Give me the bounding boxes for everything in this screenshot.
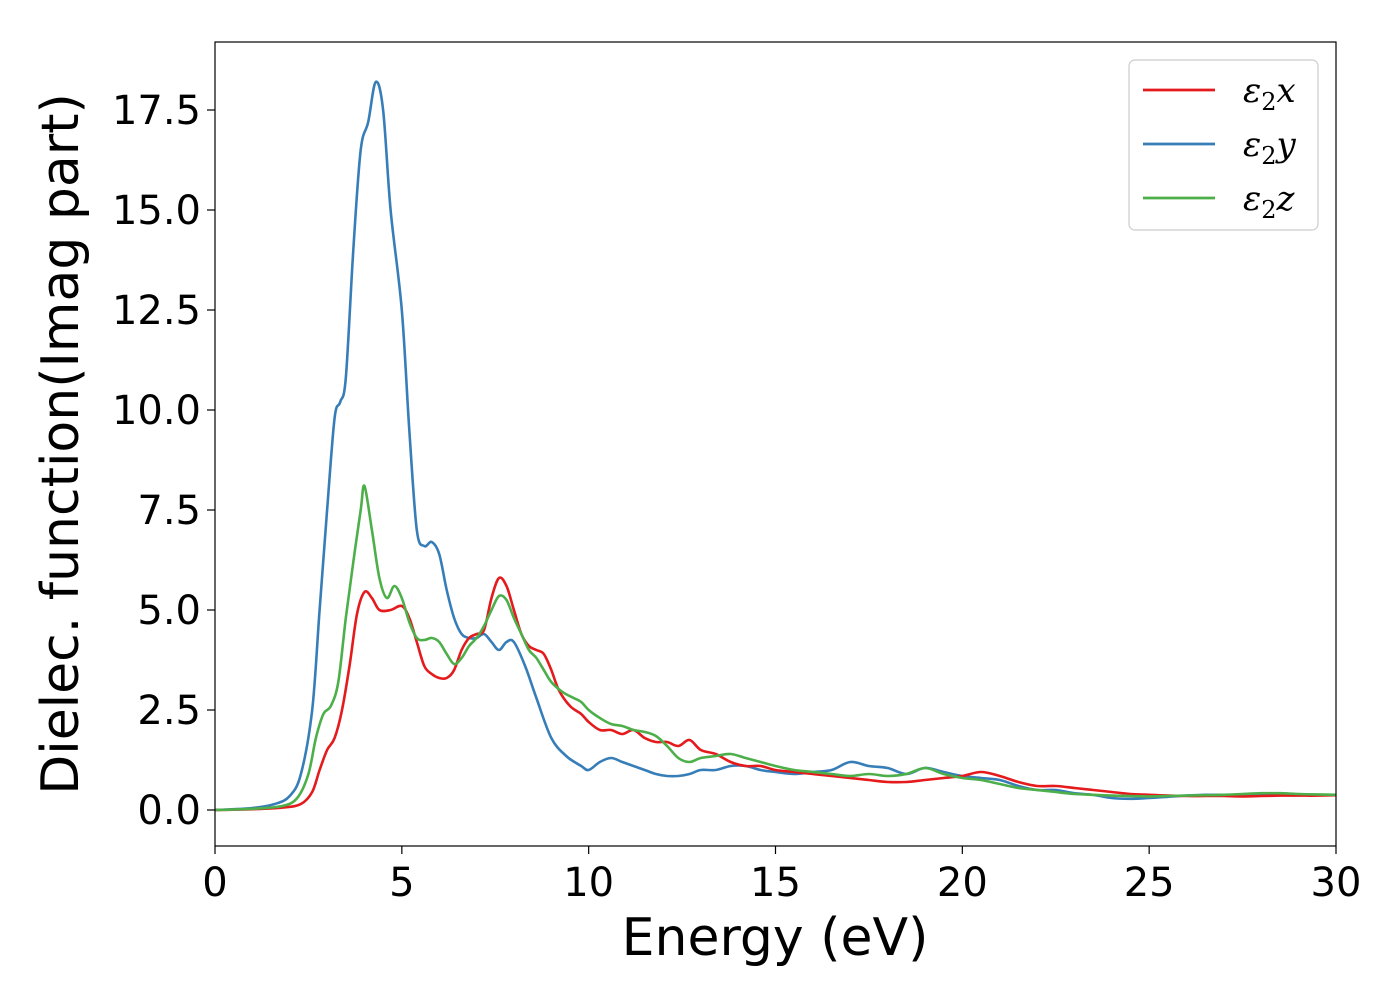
series-line-x	[215, 576, 1336, 812]
legend-box	[1128, 59, 1319, 231]
x-tick-label: 0	[202, 860, 227, 906]
x-tick-label: 15	[750, 860, 801, 906]
x-tick-label: 10	[563, 860, 614, 906]
y-tick-label: 2.5	[137, 688, 201, 734]
legend-label-z: ε2z	[1243, 179, 1296, 224]
x-tick-label: 5	[389, 860, 414, 906]
y-tick-label: 10.0	[112, 388, 201, 434]
legend: ε2x ε2y ε2z	[1128, 59, 1319, 231]
x-tick-label: 20	[937, 860, 988, 906]
y-tick-label: 7.5	[137, 488, 201, 534]
y-axis-ticks: 0.0 2.5 5.0 7.5 10.0 12.5 15.0 17.5	[112, 88, 215, 834]
y-tick-label: 5.0	[137, 588, 201, 634]
series-line-z	[215, 484, 1336, 812]
y-tick-label: 17.5	[112, 88, 201, 134]
x-axis-label: Energy (eV)	[622, 908, 929, 968]
y-tick-label: 12.5	[112, 288, 201, 334]
y-tick-label: 15.0	[112, 188, 201, 234]
y-tick-label: 0.0	[137, 788, 201, 834]
series-lines	[215, 80, 1336, 812]
x-axis-ticks: 0 5 10 15 20 25 30	[202, 846, 1361, 906]
x-tick-label: 25	[1124, 860, 1175, 906]
y-axis-label: Dielec. function(Imag part)	[31, 93, 91, 795]
legend-label-y: ε2y	[1243, 125, 1297, 170]
x-tick-label: 30	[1311, 860, 1362, 906]
legend-label-x: ε2x	[1243, 71, 1296, 116]
